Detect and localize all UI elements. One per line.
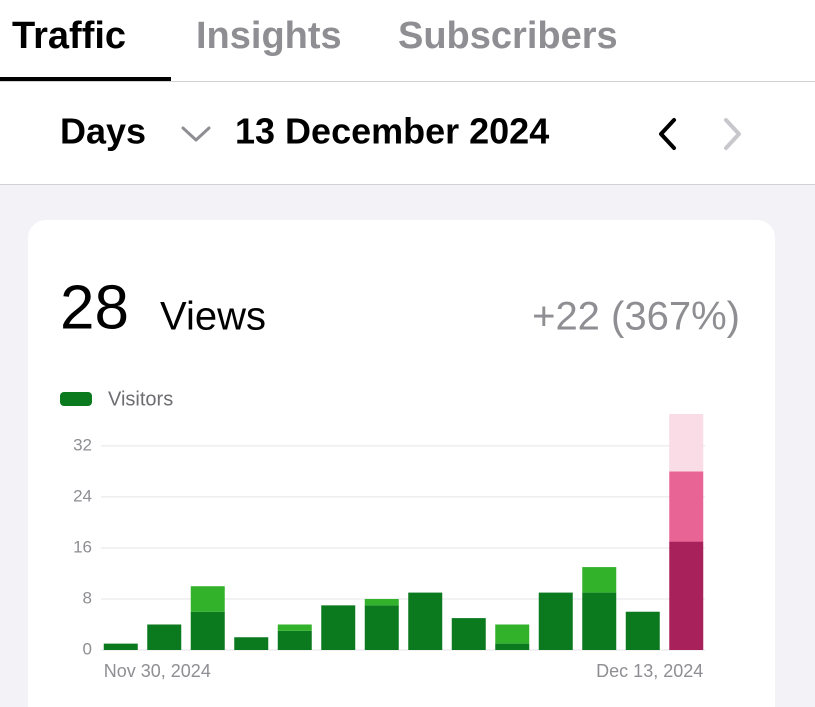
views-value: 28 (60, 273, 129, 342)
x-tick-label: Nov 30, 2024 (104, 661, 211, 681)
bar-segment (364, 605, 399, 650)
next-button[interactable] (724, 118, 741, 150)
bar-segment (277, 630, 312, 650)
card (28, 220, 775, 707)
views-label: Views (160, 295, 266, 339)
bar-segment (321, 605, 356, 650)
views-change: +22 (367%) (532, 295, 740, 339)
y-tick-label: 24 (73, 486, 92, 505)
x-tick-label: Dec 13, 2024 (596, 661, 703, 681)
tab[interactable]: Traffic (12, 15, 126, 57)
legend-label: Visitors (108, 388, 173, 410)
prev-button[interactable] (659, 118, 676, 150)
period-select[interactable]: Days (60, 111, 146, 152)
bar-segment (234, 637, 269, 650)
bar-segment (582, 567, 617, 593)
chart: Visitors 0 8 16 24 32 Nov 30, 2024 Dec 13, 2024 (60, 388, 705, 681)
bar-segment (625, 611, 660, 650)
y-tick-label: 16 (73, 537, 92, 556)
bar-segment (190, 611, 225, 650)
bar-segment (538, 592, 573, 650)
date: 13 December 2024 (235, 111, 549, 152)
bar-segment (495, 643, 530, 650)
bar-segment (669, 471, 704, 542)
bar-segment (364, 598, 399, 606)
y-tick-label: 0 (83, 639, 92, 658)
bar-segment (582, 592, 617, 650)
bar-segment (147, 624, 182, 650)
bar-segment (277, 624, 312, 631)
bar-segment (190, 586, 225, 612)
tab[interactable]: Insights (196, 15, 342, 57)
tab[interactable]: Subscribers (398, 15, 618, 57)
bar-segment (669, 541, 704, 650)
y-tick-label: 8 (83, 588, 92, 607)
legend-swatch (60, 392, 92, 406)
bar-segment (495, 624, 530, 644)
header-bg (0, 0, 815, 184)
y-tick-label: 32 (73, 435, 92, 454)
selection-highlight (669, 414, 704, 472)
bar-segment (451, 618, 486, 650)
tab-underline (0, 77, 171, 81)
bar-segment (408, 592, 443, 650)
dropdown-chevron[interactable] (181, 126, 211, 142)
bar-segment (103, 643, 138, 650)
